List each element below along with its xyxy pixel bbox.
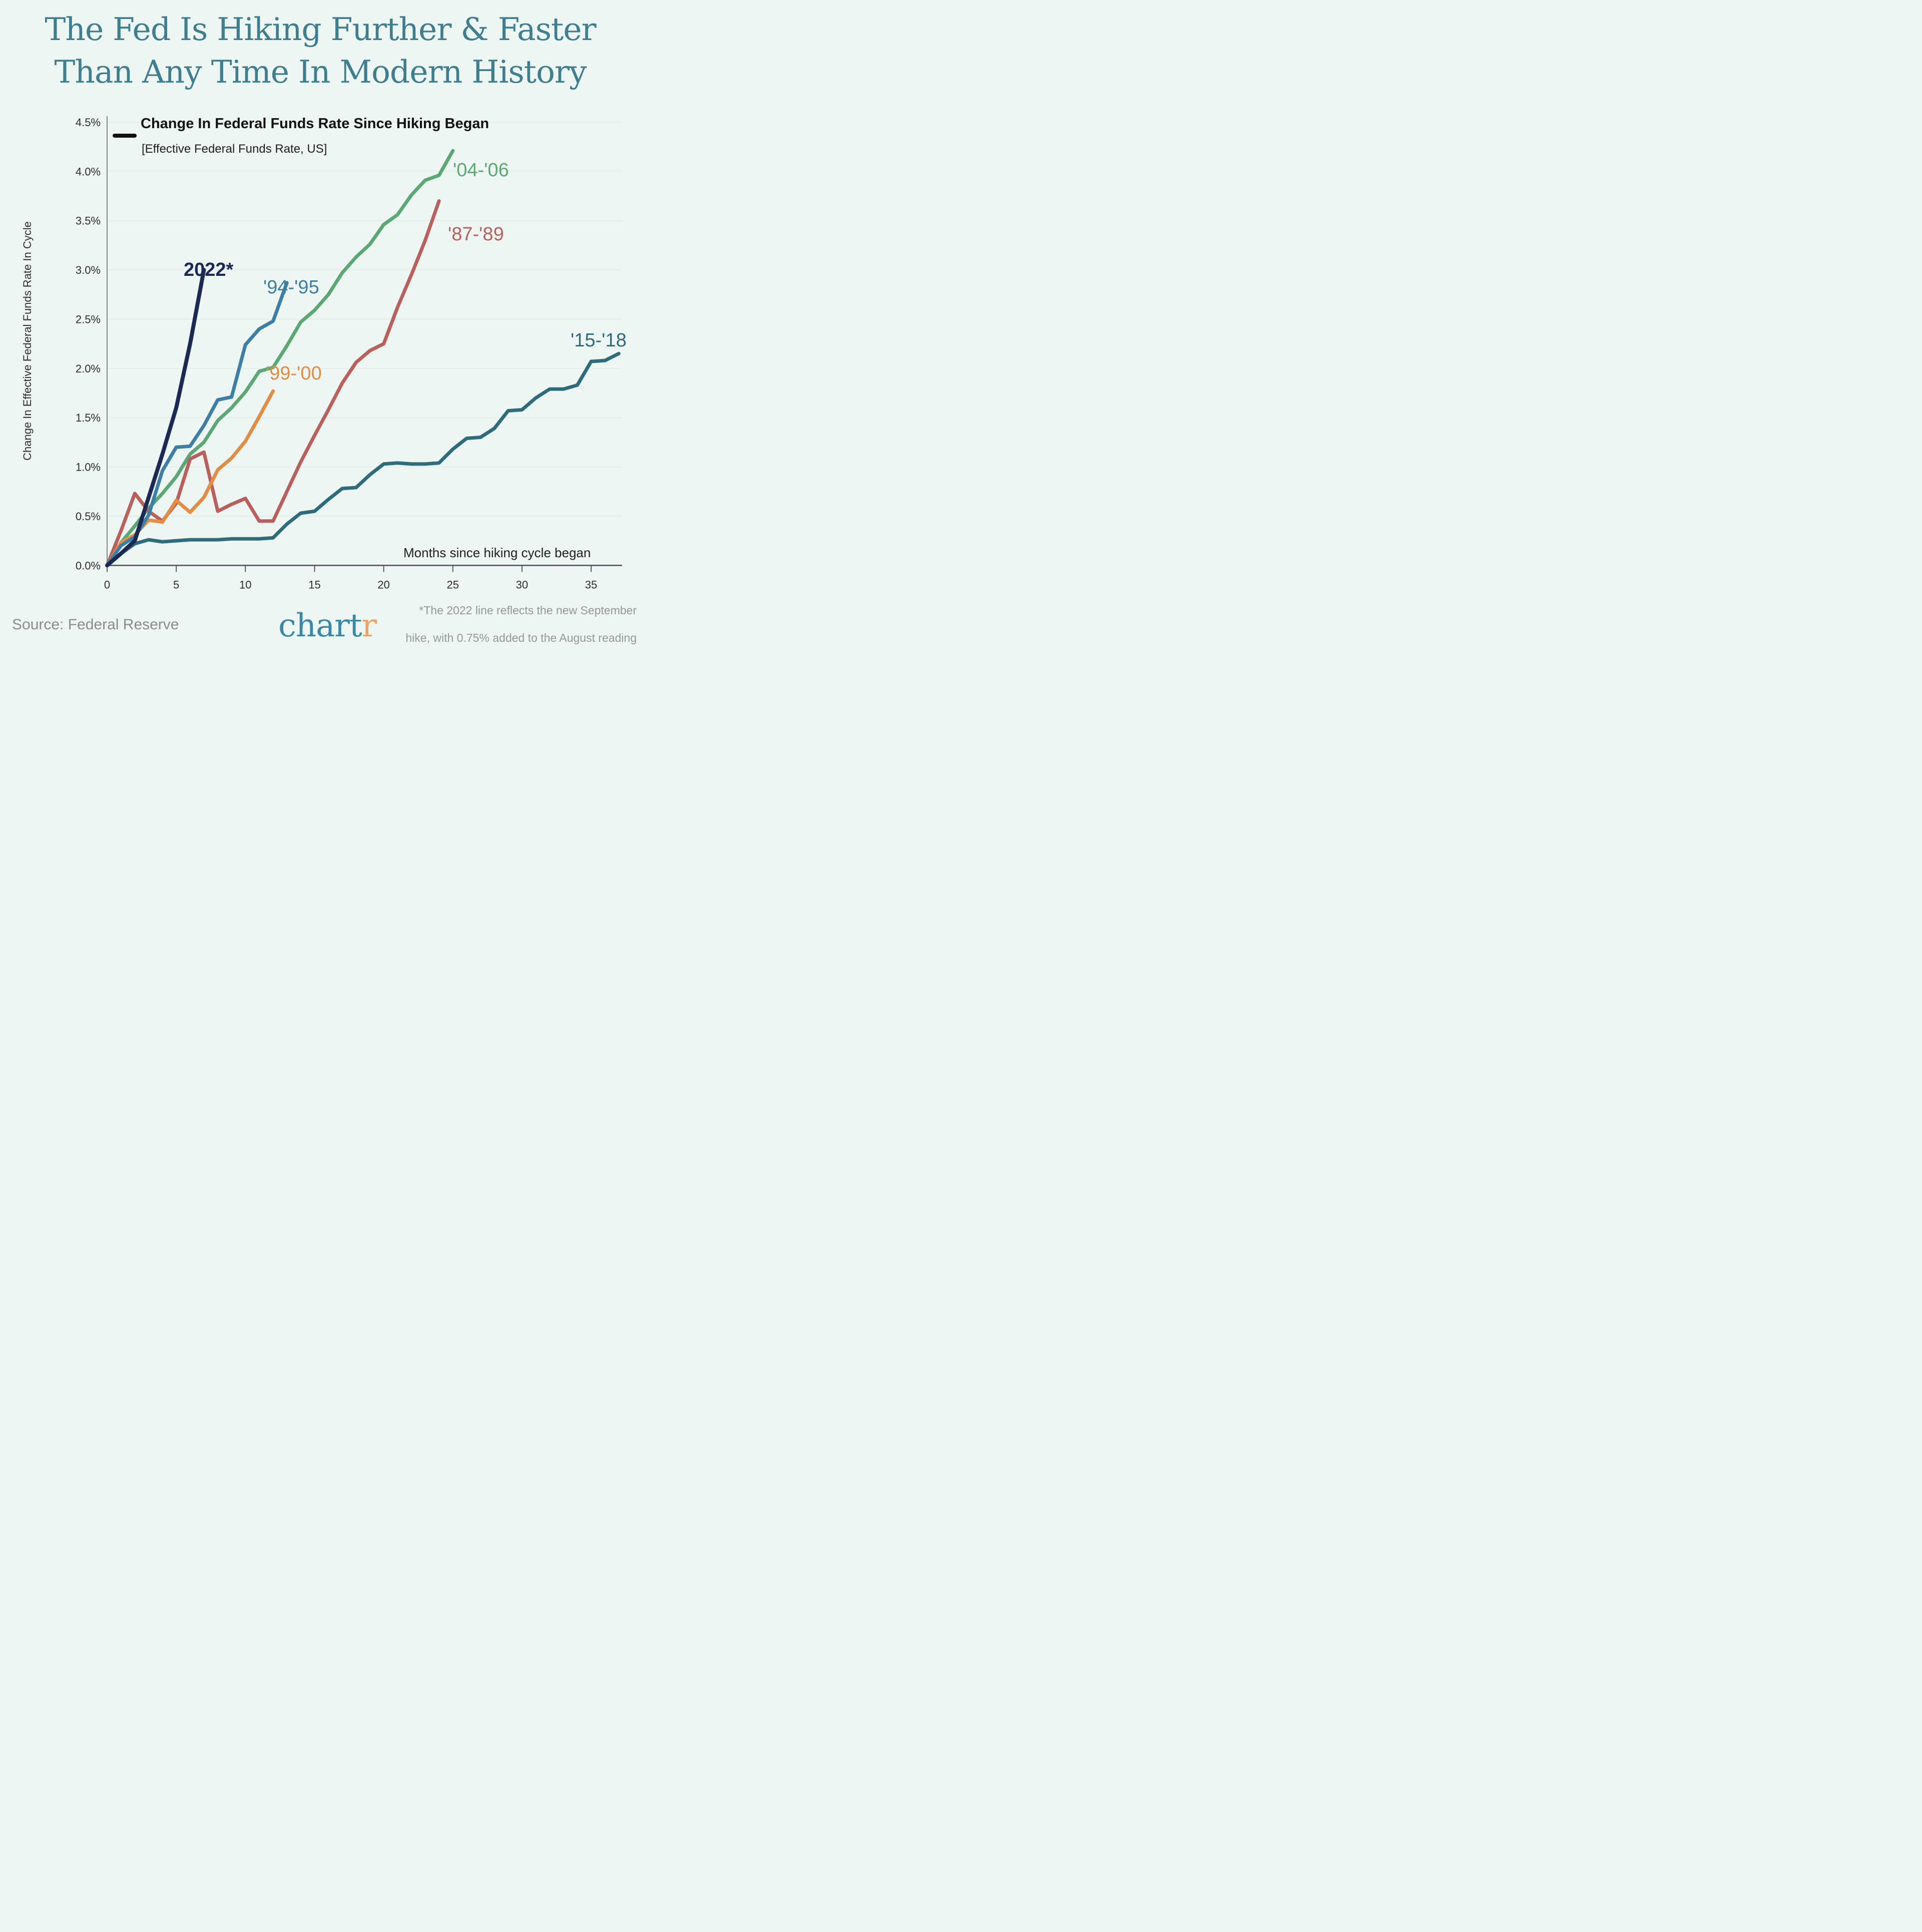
y-tick-label-2.0%: 2.0% — [76, 362, 101, 375]
chartr-logo-chart: chart — [278, 607, 362, 644]
x-tick-label-10: 10 — [239, 578, 251, 591]
series-label-94-95: '94-'95 — [263, 277, 319, 298]
series-label-15-18: '15-'18 — [571, 330, 627, 351]
y-tick-label-4.0%: 4.0% — [76, 165, 101, 178]
legend-line-swatch — [113, 134, 137, 138]
y-tick-label-4.5%: 4.5% — [76, 116, 101, 129]
x-tick-label-25: 25 — [447, 578, 459, 591]
x-tick-label-30: 30 — [516, 578, 528, 591]
x-axis-title: Months since hiking cycle began — [403, 545, 591, 560]
page-title: The Fed Is Hiking Further & Faster Than … — [45, 11, 596, 90]
y-tick-label-0.5%: 0.5% — [76, 510, 101, 523]
line-15-18 — [105, 351, 621, 567]
chartr-logo: chartr — [278, 607, 377, 644]
x-tick-label-5: 5 — [173, 578, 179, 591]
line-chart: 0 5 10 15 20 25 30 35 0.0% 0.5% 1.0% 1.5% 2.0% 2.5% 3.… — [21, 116, 627, 591]
y-axis-title: Change In Effective Federal Funds Rate I… — [21, 221, 34, 461]
footnote-line-1: *The 2022 line reflects the new Septembe… — [419, 604, 637, 617]
y-tick-label-0.0%: 0.0% — [76, 559, 101, 572]
x-tick-label-35: 35 — [585, 578, 597, 591]
x-tick-label-15: 15 — [308, 578, 320, 591]
line-94-95 — [105, 281, 289, 567]
series-label-2022: 2022* — [184, 259, 234, 280]
y-tick-label-3.0%: 3.0% — [76, 264, 101, 276]
chartr-logo-r: r — [361, 607, 377, 644]
infographic: The Fed Is Hiking Further & Faster Than … — [0, 0, 641, 644]
y-tick-label-3.5%: 3.5% — [76, 215, 101, 227]
footnote: *The 2022 line reflects the new Septembe… — [405, 597, 637, 652]
series-label-87-89: '87-'89 — [448, 224, 504, 245]
x-tick-label-20: 20 — [377, 578, 389, 591]
line-2022 — [105, 268, 206, 568]
legend-subheading: [Effective Federal Funds Rate, US] — [142, 142, 327, 156]
footnote-line-2: hike, with 0.75% added to the August rea… — [405, 631, 637, 644]
x-tick-label-0: 0 — [104, 578, 110, 591]
series-label-99-00: '99-'00 — [266, 363, 322, 384]
legend-heading: Change In Federal Funds Rate Since Hikin… — [141, 116, 490, 132]
y-tick-label-1.0%: 1.0% — [76, 461, 101, 474]
y-tick-label-2.5%: 2.5% — [76, 313, 101, 325]
source-text: Source: Federal Reserve — [12, 616, 179, 633]
y-tick-label-1.5%: 1.5% — [76, 412, 101, 424]
line-04-06 — [105, 149, 455, 567]
series-label-04-06: '04-'06 — [453, 160, 509, 181]
